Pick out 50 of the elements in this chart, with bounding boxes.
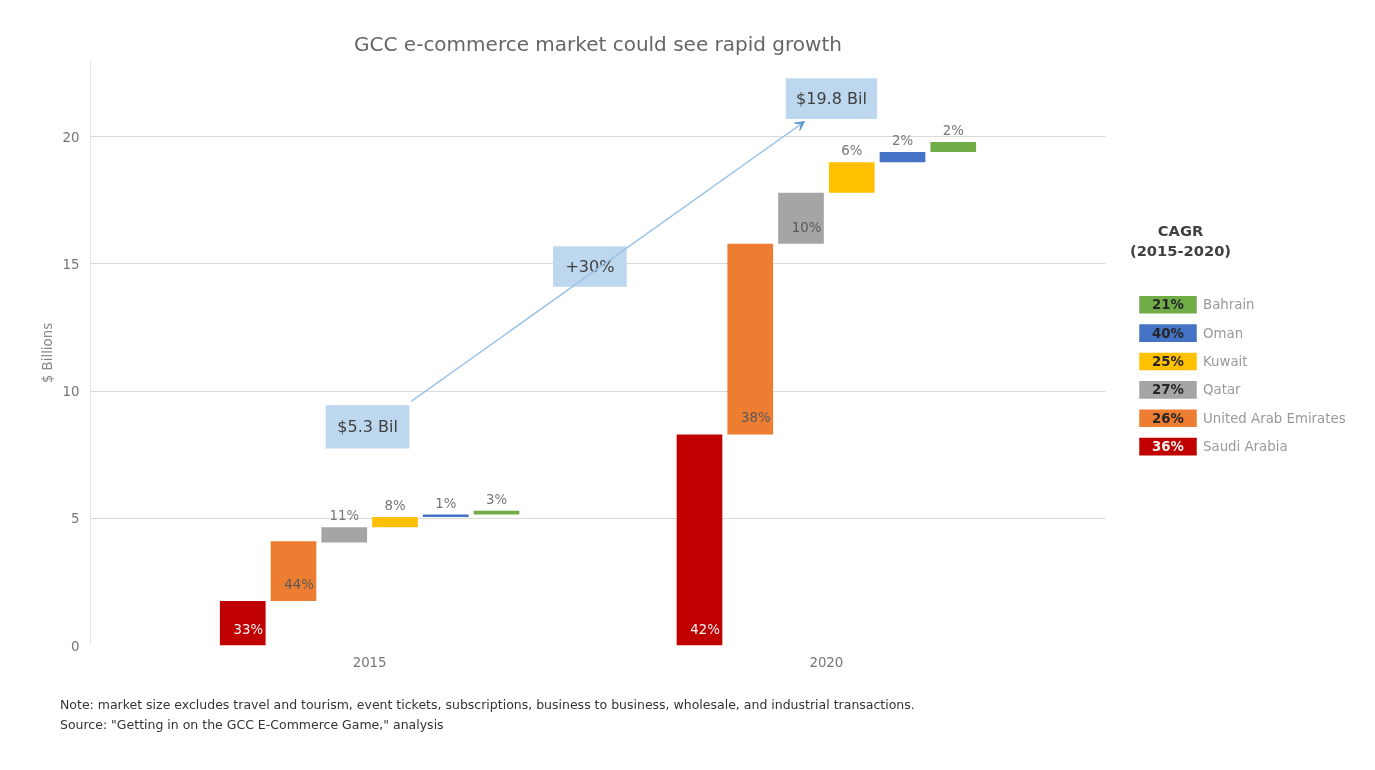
- legend-label: United Arab Emirates: [1203, 410, 1346, 426]
- bar: [321, 527, 368, 543]
- annotation: 44%: [284, 577, 314, 593]
- annotation: 1%: [435, 495, 457, 511]
- y-tick-label: 5: [71, 511, 80, 527]
- annotation: 2%: [891, 133, 914, 149]
- legend-label: Oman: [1203, 325, 1244, 341]
- bar: [828, 162, 875, 193]
- bar: [727, 243, 774, 435]
- y-axis-title: $ Billions: [39, 322, 55, 384]
- bar: [778, 192, 824, 244]
- bar: [930, 141, 977, 153]
- annotation: $5.3 Bil: [337, 417, 398, 437]
- annotation: 3%: [485, 491, 508, 507]
- y-tick-label: 20: [62, 129, 80, 145]
- bar: [270, 541, 317, 601]
- y-tick-label: 0: [71, 638, 80, 654]
- annotation: $19.8 Bil: [796, 89, 867, 109]
- text: 21%: [1152, 297, 1184, 313]
- source-note: Source: "Getting in on the GCC E-Commerce Game," analysis: [60, 717, 444, 732]
- text: 27%: [1152, 382, 1184, 398]
- bar: [372, 517, 418, 528]
- annotation: 2%: [942, 123, 964, 139]
- legend-label: Qatar: [1203, 382, 1242, 398]
- annotation: 11%: [329, 508, 360, 524]
- legend-label: Kuwait: [1203, 353, 1248, 369]
- annotation: 42%: [690, 621, 720, 637]
- text: 25%: [1152, 353, 1184, 369]
- chart-title: GCC e-commerce market could see rapid growth: [354, 31, 842, 56]
- annotation: 10%: [791, 219, 822, 235]
- x-tick-label: 2015: [352, 654, 387, 670]
- annotation: 8%: [384, 498, 406, 514]
- annotation: 38%: [740, 410, 771, 426]
- x-tick-label: 2020: [809, 654, 844, 670]
- y-tick-label: 10: [62, 384, 80, 400]
- bar: [676, 434, 723, 646]
- legend-title: CAGR (2015-2020): [1129, 221, 1232, 260]
- text: Note: market size excludes travel and tourism, event tickets, subscriptions, business to business, wholesale, and industrial transactions.: [60, 697, 915, 712]
- annotation: 33%: [233, 621, 264, 637]
- y-tick-label: 15: [62, 256, 80, 272]
- bar: [219, 600, 266, 646]
- bar: [473, 510, 520, 515]
- text: 40%: [1152, 325, 1184, 341]
- text: 26%: [1152, 410, 1184, 426]
- legend-label: Saudi Arabia: [1203, 439, 1288, 455]
- bar: [879, 152, 926, 163]
- legend-label: Bahrain: [1203, 297, 1255, 313]
- annotation: +30%: [565, 257, 615, 277]
- annotation: 6%: [841, 143, 863, 159]
- text: 36%: [1152, 439, 1184, 455]
